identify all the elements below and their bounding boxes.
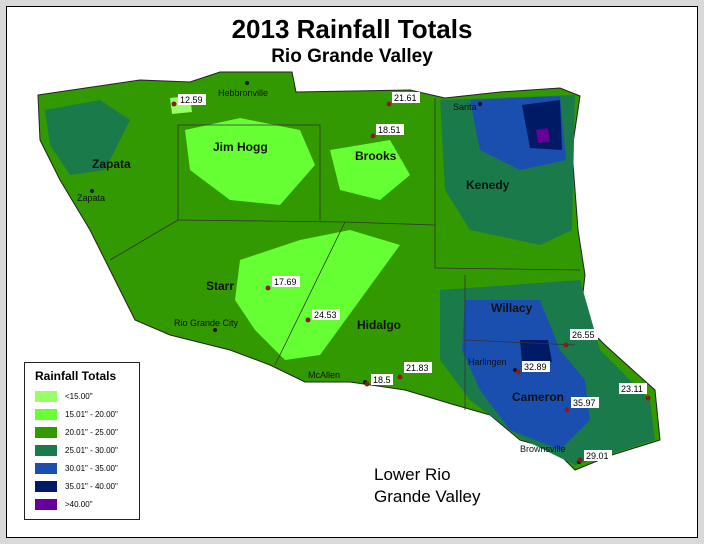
zone-35-40-north	[522, 100, 562, 150]
legend-label: >40.00"	[65, 499, 93, 509]
county-boundaries	[109, 98, 581, 410]
legend-swatch	[35, 498, 57, 510]
legend-label: 35.01" - 40.00"	[65, 481, 118, 491]
region-label-line-1: Lower Rio	[374, 465, 451, 484]
legend-item: 25.01" - 30.00"	[35, 441, 139, 459]
gauge-markers	[171, 101, 651, 463]
county-willacy: Willacy	[491, 301, 533, 315]
legend-label: <15.00"	[65, 391, 93, 401]
value-21-61: 21.61	[394, 93, 417, 103]
legend-item: <15.00"	[35, 387, 139, 405]
zone-over-40	[536, 128, 550, 143]
legend-label: 20.01" - 25.00"	[65, 427, 118, 437]
map-title: 2013 Rainfall Totals	[231, 14, 473, 44]
county-hidalgo: Hidalgo	[357, 318, 401, 332]
legend-swatch	[35, 462, 57, 474]
value-24-53: 24.53	[314, 310, 337, 320]
county-cameron: Cameron	[512, 390, 564, 404]
zone-35-40-south	[520, 340, 552, 362]
value-32-89: 32.89	[524, 362, 547, 372]
legend-item: 35.01" - 40.00"	[35, 477, 139, 495]
zone-15-20-starr	[235, 230, 400, 360]
legend: Rainfall Totals <15.00" 15.01" - 20.00" 20…	[24, 362, 140, 520]
county-brooks: Brooks	[355, 149, 397, 163]
legend-item: >40.00"	[35, 495, 139, 513]
value-26-55: 26.55	[572, 330, 595, 340]
city-mcallen: McAllen	[308, 370, 340, 380]
legend-swatch	[35, 480, 57, 492]
county-zapata: Zapata	[92, 157, 131, 171]
value-12-59: 12.59	[180, 95, 203, 105]
value-29-01: 29.01	[586, 451, 609, 461]
city-sarita: Sarita	[453, 102, 477, 112]
city-harlingen: Harlingen	[468, 357, 507, 367]
map-subtitle: Rio Grande Valley	[271, 46, 433, 67]
value-21-83: 21.83	[406, 363, 429, 373]
value-35-97: 35.97	[573, 398, 596, 408]
legend-label: 15.01" - 20.00"	[65, 409, 118, 419]
region-label: Lower Rio Grande Valley	[374, 464, 480, 508]
city-hebbronville: Hebbronville	[218, 88, 268, 98]
county-starr: Starr	[206, 279, 234, 293]
gauge-labels: 12.59 21.61 18.51 17.69 24.53 21.83 18.5…	[178, 92, 647, 461]
zone-25-30-west	[45, 100, 130, 175]
legend-title: Rainfall Totals	[35, 369, 117, 383]
legend-item: 30.01" - 35.00"	[35, 459, 139, 477]
legend-label: 30.01" - 35.00"	[65, 463, 118, 473]
city-zapata: Zapata	[77, 193, 105, 203]
zone-30-35-south	[462, 300, 590, 450]
county-jim-hogg: Jim Hogg	[213, 140, 268, 154]
zone-15-20-brooks	[330, 140, 410, 200]
city-rio-grande-city: Rio Grande City	[174, 318, 239, 328]
legend-item: 15.01" - 20.00"	[35, 405, 139, 423]
city-brownsville: Brownsville	[520, 444, 566, 454]
legend-label: 25.01" - 30.00"	[65, 445, 118, 455]
value-17-69: 17.69	[274, 277, 297, 287]
value-18-51: 18.51	[378, 125, 401, 135]
legend-swatch	[35, 426, 57, 438]
value-18-5: 18.5	[373, 375, 391, 385]
county-kenedy: Kenedy	[466, 178, 510, 192]
value-23-11: 23.11	[621, 384, 643, 394]
legend-swatch	[35, 444, 57, 456]
region-label-line-2: Grande Valley	[374, 487, 481, 506]
legend-swatch	[35, 408, 57, 420]
legend-swatch	[35, 390, 57, 402]
legend-item: 20.01" - 25.00"	[35, 423, 139, 441]
zone-15-20-jimhogg	[185, 118, 315, 205]
